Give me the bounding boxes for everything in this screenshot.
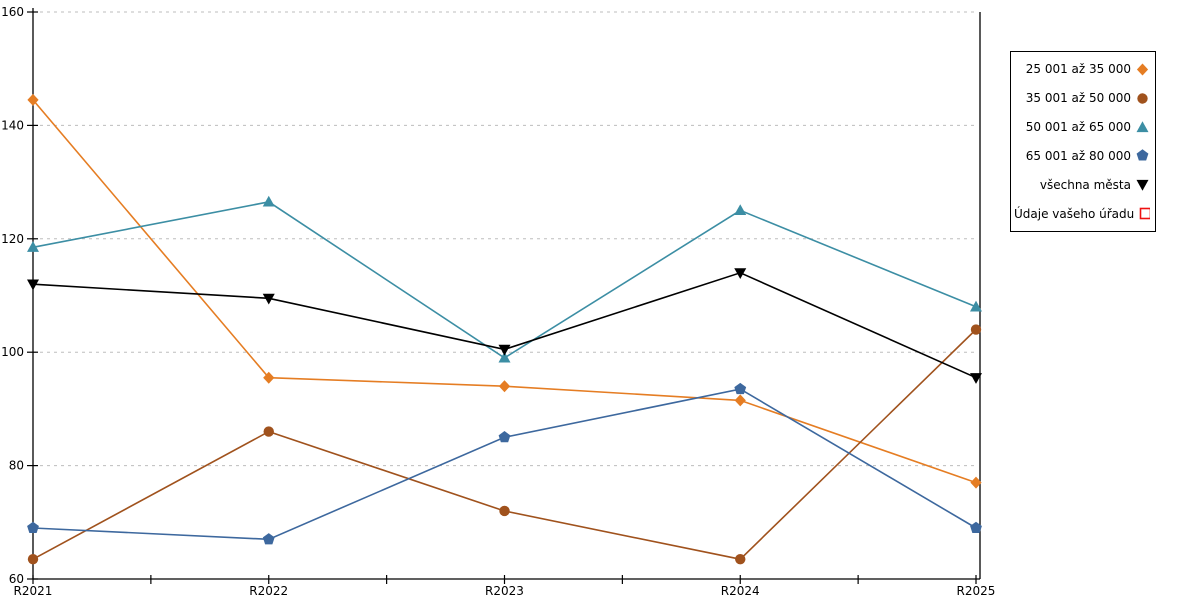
x-tick-label: R2022: [249, 584, 288, 598]
diamond-marker-icon: [970, 476, 982, 489]
pentagon-marker-icon: [734, 382, 747, 395]
triangle-down-marker-icon: [27, 279, 39, 291]
diamond-marker-icon: [27, 93, 39, 106]
legend-label: Údaje vašeho úřadu: [1014, 206, 1135, 221]
triangle-down-marker-icon: [1136, 180, 1149, 191]
pentagon-marker-icon: [262, 533, 275, 545]
y-tick-label: 60: [9, 572, 24, 586]
legend-item: 35 001 až 50 000: [1014, 85, 1150, 112]
legend-label: všechna města: [1039, 177, 1131, 192]
triangle-up-marker-icon: [27, 241, 39, 252]
triangle-down-marker-icon: [498, 344, 511, 356]
circle-marker-icon: [27, 553, 39, 565]
legend-label: 25 001 až 35 000: [1025, 62, 1131, 77]
triangle-up-marker-icon: [734, 204, 747, 216]
series-line: [32, 99, 977, 484]
pentagon-marker-icon: [970, 521, 982, 533]
y-tick-label: 140: [1, 118, 24, 132]
diamond-marker-icon: [734, 394, 746, 407]
y-tick-label: 160: [1, 5, 24, 19]
diamond-marker-icon: [498, 380, 511, 393]
triangle-up-marker-icon: [262, 195, 275, 207]
open-square-marker-icon: [1139, 207, 1150, 220]
x-tick-label: R2021: [14, 584, 53, 598]
circle-marker-icon: [970, 324, 982, 335]
x-tick-label: R2024: [721, 584, 760, 598]
diamond-marker-icon: [263, 371, 275, 384]
circle-marker-icon: [1137, 93, 1148, 104]
legend-box: 25 001 až 35 000 35 001 až 50 000 50 001 a…: [1010, 51, 1156, 232]
legend-item: Údaje vašeho úřadu: [1014, 200, 1150, 227]
legend-marker: [1136, 149, 1149, 161]
legend-item: všechna města: [1014, 171, 1150, 198]
legend-item: 65 001 až 80 000: [1014, 142, 1150, 169]
triangle-up-marker-icon: [498, 351, 511, 363]
legend-label: 35 001 až 50 000: [1025, 91, 1131, 106]
legend-label: 65 001 až 80 000: [1025, 148, 1131, 163]
legend-label: 50 001 až 65 000: [1025, 120, 1131, 135]
triangle-down-marker-icon: [970, 373, 982, 384]
pentagon-marker-icon: [27, 521, 39, 533]
circle-marker-icon: [499, 505, 510, 517]
circle-marker-icon: [263, 426, 274, 437]
legend-marker: [1139, 207, 1150, 220]
triangle-up-marker-icon: [970, 300, 982, 312]
legend-marker: [1136, 180, 1149, 191]
pentagon-marker-icon: [1136, 149, 1149, 161]
triangle-down-marker-icon: [262, 293, 275, 305]
series-line: [32, 388, 977, 541]
diamond-marker-icon: [1136, 63, 1149, 76]
pentagon-marker-icon: [498, 431, 511, 443]
x-tick-label: R2025: [957, 584, 996, 598]
y-tick-label: 100: [1, 345, 24, 359]
legend-marker: [1137, 93, 1148, 104]
series-line: [32, 201, 977, 359]
triangle-down-marker-icon: [734, 268, 747, 280]
y-tick-label: 120: [1, 232, 24, 246]
x-tick-label: R2023: [485, 584, 524, 598]
y-tick-label: 80: [9, 459, 24, 473]
legend-item: 25 001 až 35 000: [1014, 56, 1150, 83]
circle-marker-icon: [735, 553, 746, 565]
legend-marker: [1136, 120, 1149, 132]
legend-item: 50 001 až 65 000: [1014, 114, 1150, 141]
triangle-up-marker-icon: [1136, 120, 1149, 132]
legend-marker: [1136, 63, 1149, 76]
